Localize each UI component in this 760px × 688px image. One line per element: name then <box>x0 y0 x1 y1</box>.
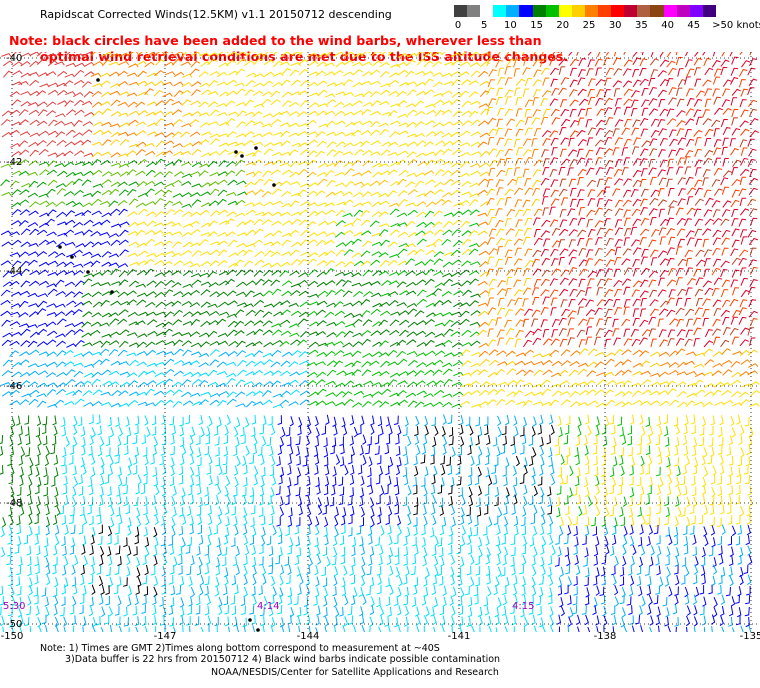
note-line-1: Note: black circles have been added to t… <box>9 33 542 48</box>
colorbar-swatch <box>611 5 625 17</box>
credit-line: NOAA/NESDIS/Center for Satellite Applica… <box>211 667 499 678</box>
lon-label: -135 <box>739 631 760 642</box>
colorbar-label: >50 knots <box>712 20 760 31</box>
product-title: Rapidscat Corrected Winds(12.5KM) v1.1 2… <box>40 8 392 21</box>
colorbar-swatch <box>624 5 638 17</box>
colorbar-swatch <box>506 5 520 17</box>
colorbar-swatch <box>558 5 572 17</box>
colorbar-labels: 0 5 10 15 20 25 30 35 40 45 >50 knots <box>454 20 760 34</box>
colorbar-swatch <box>663 5 677 17</box>
time-label: 4:15 <box>512 601 535 612</box>
colorbar-swatch <box>676 5 690 17</box>
colorbar-swatch <box>571 5 585 17</box>
footer-notes: Note: 1) Times are GMT 2)Times along bot… <box>40 643 500 665</box>
colorbar-swatch <box>637 5 651 17</box>
lat-label: -50 <box>6 619 23 630</box>
time-label: 5:30 <box>3 601 26 612</box>
lat-label: -42 <box>6 157 23 168</box>
contamination-markers <box>58 78 276 632</box>
time-label: 4:14 <box>257 601 280 612</box>
colorbar-swatch <box>519 5 533 17</box>
colorbar-swatch <box>493 5 507 17</box>
colorbar-label: 10 <box>504 20 517 31</box>
colorbar-swatch <box>584 5 599 17</box>
colorbar-label: 5 <box>481 20 488 31</box>
colorbar-swatch <box>650 5 664 17</box>
colorbar-swatch <box>702 5 716 17</box>
colorbar-label: 45 <box>687 20 701 31</box>
colorbar-label: 25 <box>582 20 596 31</box>
footer-line-2: 3)Data buffer is 22 hrs from 20150712 4)… <box>65 654 501 665</box>
wind-barb-field <box>0 52 760 632</box>
colorbar-swatch <box>480 5 494 17</box>
colorbar-swatch <box>689 5 703 17</box>
lat-label: -44 <box>6 266 23 277</box>
lon-label: -144 <box>296 631 320 642</box>
barb-layer <box>0 52 760 632</box>
colorbar-label: 40 <box>661 20 674 31</box>
colorbar-label: 20 <box>556 20 570 31</box>
colorbar-swatch <box>598 5 612 17</box>
lat-label: -48 <box>6 498 23 509</box>
lon-label: -150 <box>0 631 24 642</box>
wind-speed-colorbar <box>454 5 716 17</box>
colorbar-swatch <box>545 5 559 17</box>
wind-barb-map <box>0 52 760 632</box>
lon-label: -141 <box>447 631 471 642</box>
colorbar-swatch <box>467 5 481 17</box>
colorbar-swatch <box>532 5 546 17</box>
colorbar-label: 30 <box>608 20 622 31</box>
colorbar-label: 15 <box>530 20 543 31</box>
graticule <box>0 52 760 632</box>
lon-label: -138 <box>593 631 617 642</box>
lon-label: -147 <box>153 631 177 642</box>
colorbar-swatch <box>454 5 468 17</box>
colorbar-label: 0 <box>454 20 462 31</box>
lat-label: -46 <box>6 381 23 392</box>
footer-line-1: Note: 1) Times are GMT 2)Times along bot… <box>40 643 440 654</box>
colorbar-label: 35 <box>635 20 648 31</box>
lat-label: -40 <box>6 53 23 64</box>
